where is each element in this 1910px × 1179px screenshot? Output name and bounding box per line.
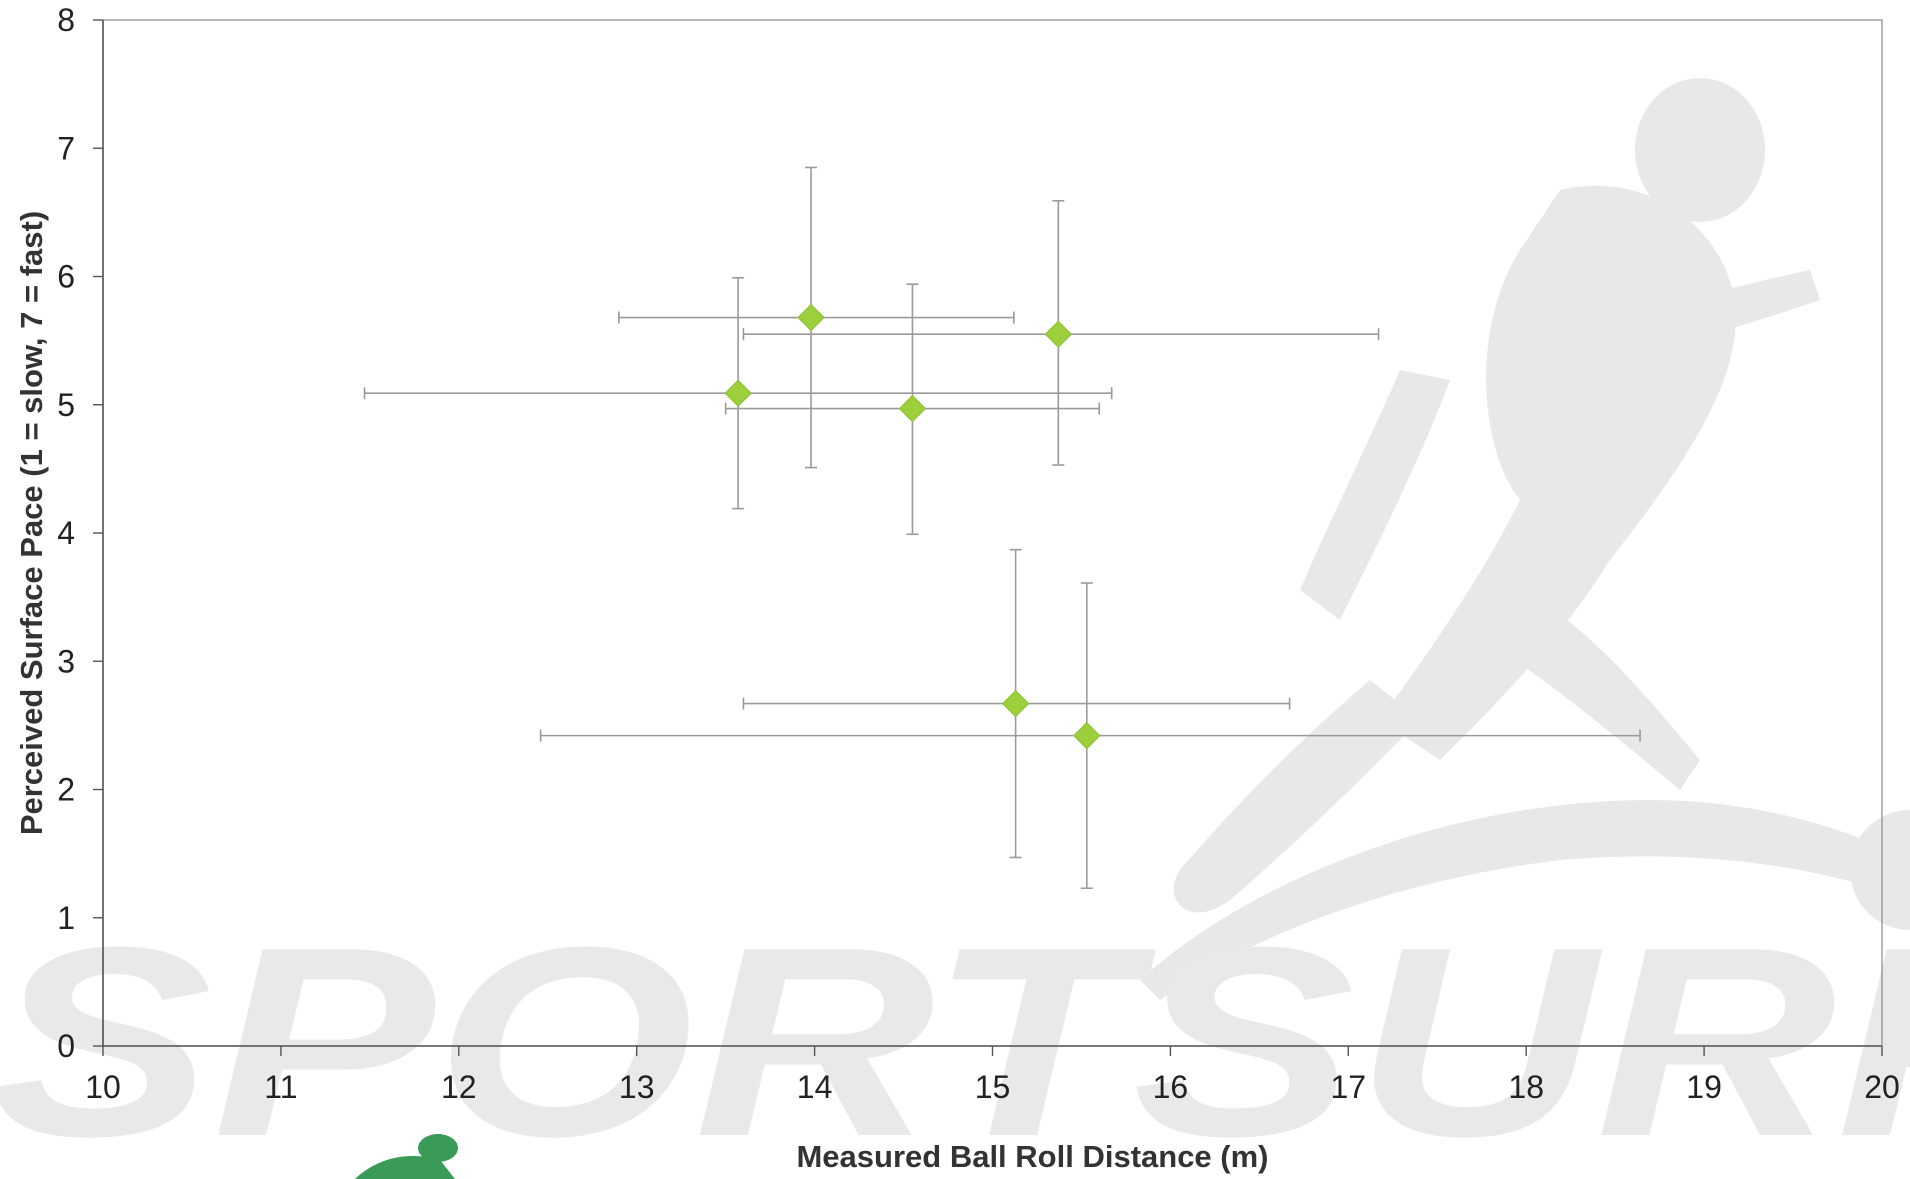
x-tick-label: 16	[1153, 1069, 1189, 1105]
data-point	[1001, 689, 1030, 718]
y-tick-label: 8	[57, 2, 75, 38]
data-point	[1044, 320, 1073, 348]
data-point	[797, 303, 825, 332]
runner-watermark-icon	[1140, 78, 1910, 1000]
watermark-wordmark: SPORTSURF	[0, 892, 1910, 1179]
y-axis-title: Perceived Surface Pace (1 = slow, 7 = fa…	[14, 211, 49, 835]
x-tick-label: 12	[441, 1069, 477, 1105]
data-point-group	[618, 166, 1015, 469]
y-tick-label: 0	[57, 1028, 75, 1064]
x-tick-label: 15	[975, 1069, 1011, 1105]
y-tick-label: 6	[57, 259, 75, 295]
y-tick-label: 5	[57, 387, 75, 423]
logo-watermark-icon	[355, 1134, 458, 1179]
x-tick-label: 17	[1331, 1069, 1367, 1105]
data-point-group	[742, 200, 1380, 466]
data-point-group	[742, 548, 1291, 859]
data-point-group	[539, 582, 1641, 890]
x-tick-label: 19	[1686, 1069, 1722, 1105]
y-tick-label: 3	[57, 643, 75, 679]
x-tick-label: 18	[1508, 1069, 1544, 1105]
data-point-group	[724, 283, 1101, 536]
x-tick-label: 20	[1864, 1069, 1900, 1105]
data-point	[898, 394, 927, 423]
x-tick-label: 14	[797, 1069, 833, 1105]
x-tick-label: 11	[264, 1069, 297, 1105]
watermark: SPORTSURF	[0, 78, 1910, 1179]
data-point	[724, 379, 752, 407]
plot-area: 10 11 12 13 14 15 16 17 18 19 20012345678Measured …	[14, 2, 1900, 1174]
x-tick-label: 13	[619, 1069, 655, 1105]
y-tick-label: 1	[57, 900, 75, 936]
data-point	[1073, 721, 1101, 750]
x-tick-label: 10	[85, 1069, 121, 1105]
data-point-group	[363, 276, 1113, 510]
y-tick-label: 4	[57, 515, 75, 551]
y-tick-label: 2	[57, 772, 75, 808]
x-axis-title: Measured Ball Roll Distance (m)	[796, 1139, 1268, 1174]
y-tick-label: 7	[57, 130, 75, 166]
